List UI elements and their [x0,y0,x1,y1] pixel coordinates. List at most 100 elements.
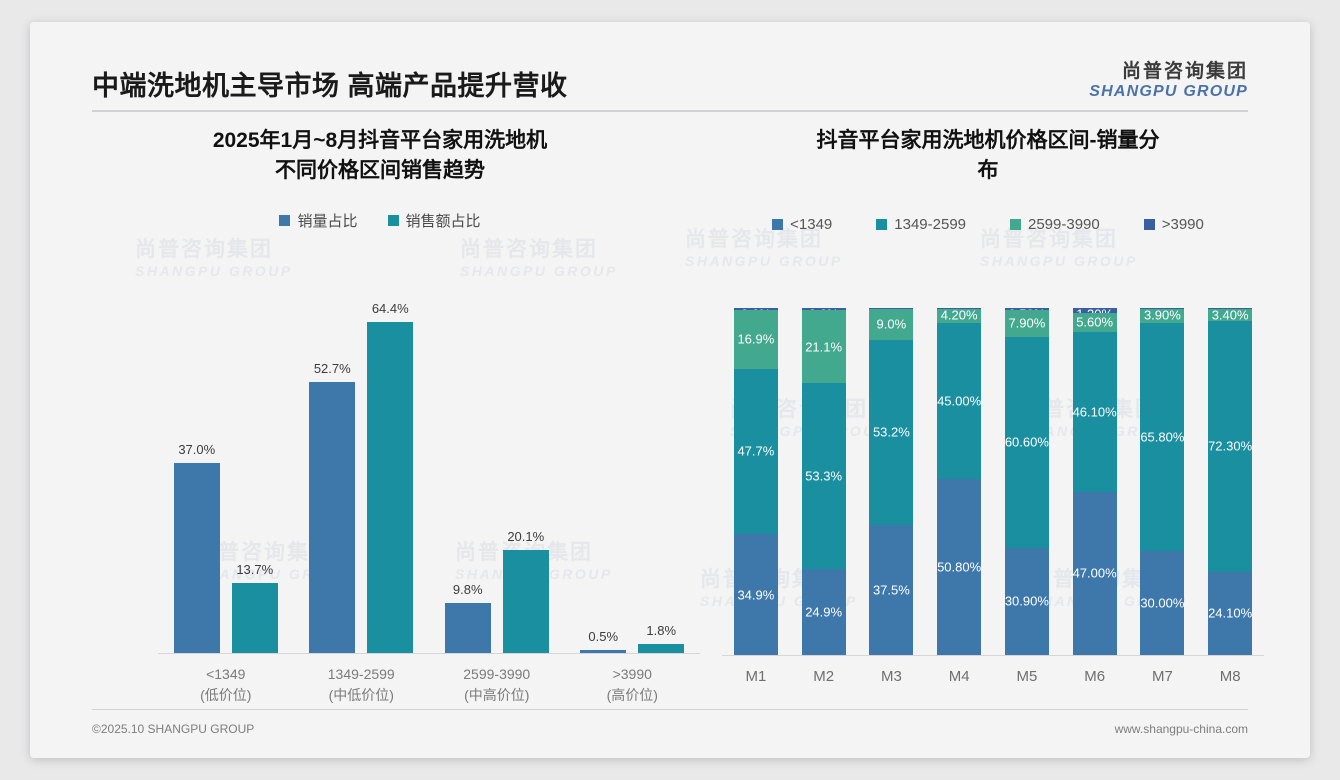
legend-swatch-icon [772,218,784,230]
segment-value-label: 37.5% [872,582,910,598]
segment-value-label: 34.9% [737,587,775,602]
bar-value-label: 20.1% [507,528,545,544]
stacked-column[interactable]: 0.30%3.90%65.80%30.00% [1129,306,1197,655]
segment-value-label: 7.90% [1008,315,1046,331]
footer-website: www.shangpu-china.com [1114,722,1248,736]
bar-column[interactable]: 1.8% [638,294,685,653]
bar-column[interactable]: 52.7% [309,294,356,653]
segment-value-label: 4.20% [940,307,978,323]
x-axis-tick-primary: 2599-3990 [463,666,531,682]
bar [367,321,414,653]
stack-segment: 24.9% [801,568,846,655]
stack-segment: 34.9% [733,534,778,655]
bar-column[interactable]: 0.5% [580,294,627,653]
bar [231,582,278,653]
slide-canvas: 尚普咨询集团 SHANGPU GROUP 尚普咨询集团 SHANGPU GROU… [30,22,1310,758]
stack-segment: 9.0% [869,308,914,340]
stack-segment: 3.40% [1208,307,1253,323]
legend-item-sales-value[interactable]: 销售额占比 [387,210,481,231]
stack-segment: 53.3% [801,383,846,569]
segment-value-label: 50.80% [937,559,982,575]
stacked-column[interactable]: 0.6%21.1%53.3%24.9% [790,307,858,655]
stack: 0.6%16.9%47.7%34.9% [733,307,778,655]
segment-value-label: 21.1% [805,339,843,355]
segment-value-label: 53.2% [872,424,910,440]
left-chart-panel: 2025年1月~8月抖音平台家用洗地机 不同价格区间销售趋势 销量占比 销售额占… [70,126,700,703]
footer-copyright: ©2025.10 SHANGPU GROUP [92,722,255,736]
segment-value-label: 3.40% [1211,307,1249,323]
stacked-column[interactable]: 0.6%16.9%47.7%34.9% [722,307,790,655]
bar-cluster: 9.8% 20.1% [429,294,565,653]
page-title: 中端洗地机主导市场 高端产品提升营收 [92,64,568,103]
bar-value-label: 13.7% [236,561,274,577]
stack: 1.30%5.60%46.10%47.00% [1072,307,1117,655]
x-axis-tick-label: M2 [813,668,835,685]
stack-segment: 46.10% [1072,331,1117,492]
stacked-column[interactable]: 0.2%9.0%53.2%37.5% [858,307,926,655]
stack-segment: 7.90% [1004,309,1049,338]
segment-value-label: 5.60% [1076,314,1114,330]
stack: 0.30%3.90%65.80%30.00% [1140,306,1185,655]
legend-label: 1349-2599 [894,215,966,233]
stacked-bar-plot-area: 0.6%16.9%47.7%34.9%0.6%21.1%53.3%24.9%0.… [722,306,1264,656]
stack-segment: 3.90% [1140,307,1185,323]
bar-cluster: 37.0% 13.7% [158,294,294,653]
segment-value-label: 46.10% [1072,404,1117,420]
x-axis-tick-label: >3990 (高价位) [565,656,701,706]
stack-segment: 47.7% [733,368,778,535]
segment-value-label: 16.9% [737,331,775,347]
legend-swatch-icon [876,218,888,230]
logo-english-text: SHANGPU GROUP [1089,82,1248,100]
stack-segment: 65.80% [1140,322,1185,551]
brand-logo: 尚普咨询集团 SHANGPU GROUP [1089,61,1248,100]
bar [173,462,220,653]
main-title-text: 中端洗地机主导市场 高端产品提升营收 [92,71,568,101]
bar-value-label: 64.4% [371,300,409,316]
bar-value-label: 1.8% [646,622,677,638]
bar-column[interactable]: 64.4% [367,294,414,653]
x-axis-tick-label: M6 [1084,668,1106,685]
stacked-column[interactable]: 1.30%5.60%46.10%47.00% [1061,307,1129,655]
segment-value-label: 47.7% [737,443,775,459]
grouped-bar-x-axis: <1349 (低价位) 1349-2599 (中低价位) 2599-3990 (中高价位)… [158,656,700,706]
x-axis-tick-label: M8 [1219,668,1241,685]
legend-swatch-icon [387,214,399,226]
bar-column[interactable]: 9.8% [444,294,491,653]
stacked-column[interactable]: 0.40%3.40%72.30%24.10% [1196,307,1264,655]
stack: 0.2%9.0%53.2%37.5% [869,307,914,655]
stack-segment: 30.90% [1004,547,1049,655]
bar-value-label: 9.8% [452,581,483,597]
segment-value-label: 60.60% [1004,434,1049,450]
legend-label: 销量占比 [297,212,358,230]
stacked-column[interactable]: 0.20%4.20%45.00%50.80% [925,306,993,655]
x-axis-tick-label: <1349 (低价位) [158,656,294,706]
bar [502,549,549,653]
bar-column[interactable]: 20.1% [502,294,549,653]
stack-segment: 21.1% [801,310,846,384]
bar [444,602,491,653]
legend-item-1349-2599[interactable]: 1349-2599 [876,216,966,233]
legend-item-over-3990[interactable]: >3990 [1143,215,1204,233]
bar-column[interactable]: 37.0% [173,294,220,653]
stacked-column[interactable]: 0.50%7.90%60.60%30.90% [993,306,1061,655]
bar-column[interactable]: 13.7% [231,294,278,653]
stack-segment: 16.9% [733,310,778,369]
segment-value-label: 3.90% [1143,307,1181,323]
bar-cluster: 52.7% 64.4% [294,294,430,653]
legend-label: 销售额占比 [405,212,481,230]
x-axis-tick-label: M7 [1151,668,1173,685]
stack-segment: 5.60% [1072,312,1117,332]
x-axis-tick-secondary: (高价位) [606,687,658,703]
segment-value-label: 30.90% [1004,593,1049,609]
x-axis-tick-label: 2599-3990 (中高价位) [429,656,565,706]
bar-value-label: 0.5% [588,629,619,644]
x-axis-tick-label: M4 [948,668,970,685]
segment-value-label: 65.80% [1140,429,1185,445]
bar [638,643,685,653]
legend-item-under-1349[interactable]: <1349 [772,216,832,233]
legend-label: >3990 [1161,215,1204,233]
legend-item-2599-3990[interactable]: 2599-3990 [1010,216,1100,233]
legend-item-sales-volume[interactable]: 销量占比 [279,210,358,231]
footer-divider [92,709,1248,710]
slide-header: 中端洗地机主导市场 高端产品提升营收 尚普咨询集团 SHANGPU GROUP [30,22,1310,101]
